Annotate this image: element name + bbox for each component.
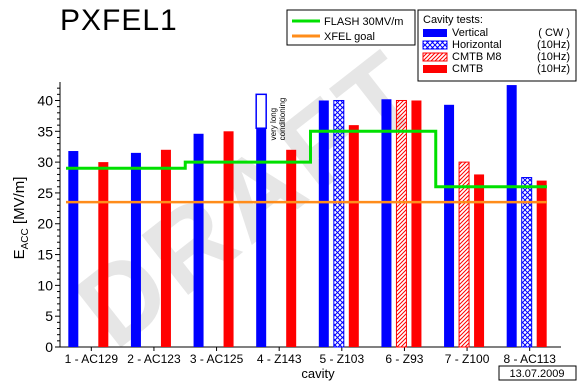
x-tick-label: 1 - AC129 [65,352,119,366]
y-tick-label: 5 [45,308,53,324]
xfel-legend-label: XFEL goal [324,31,375,43]
date-stamp-box [498,365,577,381]
vertical-legend-tag: ( CW ) [538,27,570,39]
lines-legend: FLASH 30MV/m XFEL goal [286,9,416,46]
bar-cmtb [286,149,297,347]
x-tick-label: 6 - Z93 [385,352,423,366]
y-axis-label: EACC [MV/m] [11,177,31,260]
x-axis-label: cavity [301,366,335,381]
tests-legend: Cavity tests: Vertical ( CW ) Horizontal… [417,9,577,82]
bar-cmtb [536,180,547,347]
bar-cmtb [411,100,422,347]
cmtb-legend-swatch [423,65,447,73]
x-tick-label: 4 - Z143 [257,352,302,366]
open-bar-annotation: very longconditioning [269,98,287,141]
horizontal-legend-tag: (10Hz) [537,39,570,51]
bar-vertical [193,133,204,347]
x-tick-label: 7 - Z100 [445,352,490,366]
y-tick-label: 40 [37,92,53,108]
vertical-legend-swatch [423,29,447,37]
bar-vertical [506,85,517,348]
bar-vertical [130,152,141,347]
y-tick-label: 10 [37,277,53,293]
horizontal-legend-label: Horizontal [452,39,502,51]
bar-cmtb [223,131,234,347]
horizontal-legend-swatch [422,40,448,50]
y-tick-label: 20 [37,216,53,232]
flash-legend-label: FLASH 30MV/m [324,16,403,28]
bar-vertical [318,100,329,347]
cmtb-legend-tag: (10Hz) [537,63,570,75]
x-tick-label: 2 - AC123 [127,352,181,366]
cmtb-m8-legend-tag: (10Hz) [537,51,570,63]
bar-vertical [381,99,392,347]
plot-area: 0 5 10 15 20 25 30 35 40 1 - AC129 2 - AC123 3 - AC… [37,82,561,366]
flash-step-line [66,129,547,189]
bar-cmtb [160,149,171,347]
vertical-legend-label: Vertical [452,27,488,39]
cmtb-m8-legend-swatch [422,52,448,62]
bar-vertical [444,104,455,347]
bar-cmtb [348,125,359,348]
bar-open-conditioning [255,93,267,129]
cmtb-legend-label: CMTB [452,63,483,75]
bar-cmtb [98,162,109,347]
date-stamp: 13.07.2009 [509,368,564,380]
cmtb-m8-legend-label: CMTB M8 [452,51,502,63]
bar-cmtb-m8 [458,161,470,348]
legend-title: Cavity tests: [423,14,483,26]
x-tick-label: 3 - AC125 [190,352,244,366]
y-tick-label: 35 [37,123,53,139]
x-tick-label: 5 - Z103 [319,352,364,366]
y-tick-label: 0 [45,339,53,355]
y-tick-label: 25 [37,185,53,201]
y-tick-label: 15 [37,247,53,263]
bar-vertical [256,128,267,347]
x-tick-label: 8 - AC113 [503,352,556,366]
bar-vertical [68,151,79,347]
bar-horizontal [333,99,345,348]
bar-cmtb-m8 [395,99,407,348]
page-title: PXFEL1 [60,4,178,37]
y-tick-label: 30 [37,154,53,170]
bar-cmtb [474,174,485,347]
bar-horizontal [521,177,533,348]
